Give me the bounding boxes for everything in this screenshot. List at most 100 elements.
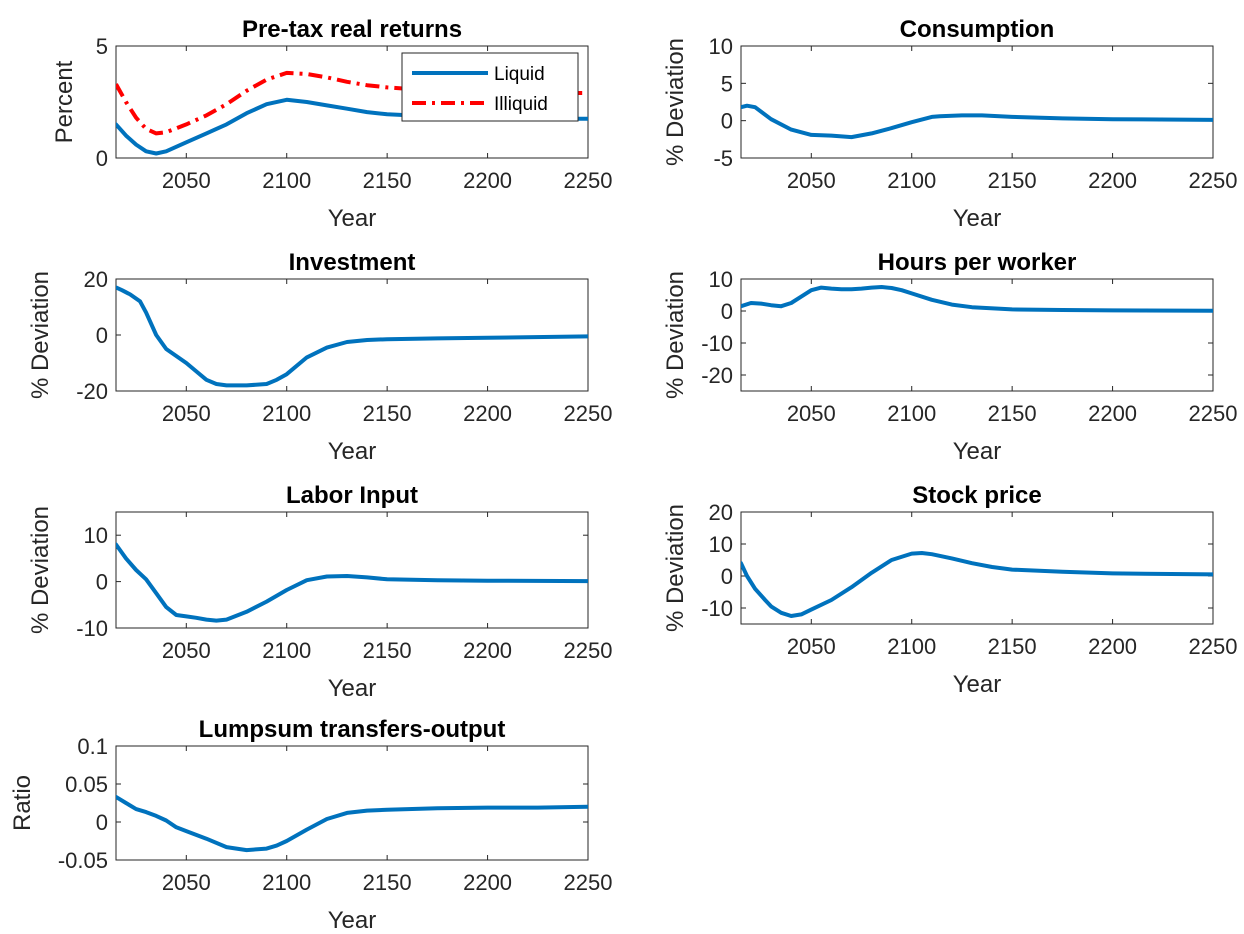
y-axis-label: % Deviation [27, 271, 54, 399]
x-tick-label: 2100 [262, 401, 311, 426]
x-tick-label: 2050 [787, 401, 836, 426]
y-tick-label: 0.05 [65, 772, 108, 797]
chart-panel-4: Hours per worker 2050 2100 2150 2200 2250 -20 -… [662, 249, 1237, 465]
x-tick-label: 2250 [564, 870, 613, 895]
y-tick-label: 0 [96, 146, 108, 171]
x-tick-label: 2150 [988, 634, 1037, 659]
y-tick-label: 20 [84, 267, 108, 292]
plot-area [115, 745, 589, 861]
y-tick-label: -20 [76, 379, 108, 404]
plot-area [740, 278, 1214, 392]
y-axis-label: % Deviation [662, 271, 689, 399]
y-axis-label: % Deviation [27, 506, 54, 634]
y-tick-label: -10 [701, 596, 733, 621]
x-tick-label: 2050 [787, 634, 836, 659]
y-tick-label: 0 [96, 810, 108, 835]
x-tick-label: 2100 [887, 401, 936, 426]
x-tick-label: 2200 [463, 168, 512, 193]
x-axis-label: Year [953, 671, 1002, 698]
y-axis-label: Ratio [9, 775, 36, 831]
x-tick-label: 2050 [162, 401, 211, 426]
x-tick-label: 2200 [1088, 168, 1137, 193]
y-tick-label: 0 [721, 109, 733, 134]
series-line-main [741, 103, 1213, 140]
chart-panel-7: Lumpsum transfers-output 2050 2100 2150 2200… [9, 716, 612, 934]
series-line-main [741, 285, 1213, 313]
plot-area [115, 511, 589, 629]
x-tick-label: 2250 [564, 168, 613, 193]
y-axis-label: % Deviation [662, 504, 689, 632]
x-axis-label: Year [328, 675, 377, 702]
x-axis-label: Year [953, 438, 1002, 465]
legend-label-illiquid: Illiquid [494, 94, 548, 115]
x-tick-label: 2050 [162, 870, 211, 895]
x-tick-label: 2050 [787, 168, 836, 193]
x-axis-label: Year [328, 438, 377, 465]
chart-title: Investment [289, 249, 416, 276]
x-tick-label: 2100 [887, 168, 936, 193]
x-axis-label: Year [953, 205, 1002, 232]
y-tick-label: 0 [96, 323, 108, 348]
x-tick-label: 2100 [262, 638, 311, 663]
chart-panel-6: Stock price 2050 2100 2150 2200 2250 -10 0 10 20 Y… [662, 482, 1237, 698]
x-tick-label: 2150 [363, 638, 412, 663]
x-tick-label: 2050 [162, 638, 211, 663]
x-axis-label: Year [328, 205, 377, 232]
x-tick-label: 2200 [463, 870, 512, 895]
y-tick-label: 20 [709, 500, 733, 525]
chart-title: Hours per worker [878, 249, 1077, 276]
y-tick-label: 5 [96, 34, 108, 59]
legend-label-liquid: Liquid [494, 64, 545, 85]
legend: Liquid Illiquid [401, 52, 579, 122]
x-tick-label: 2100 [887, 634, 936, 659]
y-tick-label: -10 [76, 616, 108, 641]
y-tick-label: -20 [701, 363, 733, 388]
x-tick-label: 2200 [463, 638, 512, 663]
legend-box [401, 52, 579, 122]
y-tick-label: 0 [721, 299, 733, 324]
y-axis-label: % Deviation [662, 38, 689, 166]
series-line-main [116, 285, 588, 388]
y-tick-label: 10 [709, 532, 733, 557]
x-tick-label: 2150 [988, 168, 1037, 193]
y-tick-label: -5 [713, 146, 733, 171]
x-tick-label: 2250 [564, 401, 613, 426]
chart-panel-1: Pre-tax real returns 2050 2100 2150 2200 2250… [51, 16, 612, 232]
y-tick-label: 0 [96, 570, 108, 595]
y-tick-label: 10 [709, 34, 733, 59]
x-tick-label: 2250 [1189, 634, 1238, 659]
x-tick-label: 2150 [363, 168, 412, 193]
chart-title: Lumpsum transfers-output [199, 716, 506, 743]
chart-panel-5: Labor Input 2050 2100 2150 2200 2250 -10 0 10 Yea… [27, 482, 612, 702]
x-tick-label: 2150 [363, 401, 412, 426]
plot-area [740, 45, 1214, 159]
series-line-main [741, 551, 1213, 618]
chart-panel-3: Investment 2050 2100 2150 2200 2250 -20 0 20 Year… [27, 249, 612, 465]
chart-title: Pre-tax real returns [242, 16, 462, 43]
y-tick-label: -10 [701, 331, 733, 356]
x-tick-label: 2100 [262, 168, 311, 193]
chart-title: Stock price [912, 482, 1041, 509]
series-line-main [116, 542, 588, 623]
y-tick-label: -0.05 [58, 848, 108, 873]
chart-title: Labor Input [286, 482, 418, 509]
y-tick-label: 0 [721, 564, 733, 589]
x-tick-label: 2250 [1189, 401, 1238, 426]
x-axis-label: Year [328, 907, 377, 934]
x-tick-label: 2100 [262, 870, 311, 895]
x-tick-label: 2250 [1189, 168, 1238, 193]
x-tick-label: 2200 [463, 401, 512, 426]
plot-area [115, 278, 589, 392]
chart-panel-2: Consumption 2050 2100 2150 2200 2250 -5 0 5 10 Yea… [662, 16, 1237, 232]
y-tick-label: 10 [709, 267, 733, 292]
chart-title: Consumption [900, 16, 1055, 43]
y-tick-label: 10 [84, 523, 108, 548]
x-tick-label: 2250 [564, 638, 613, 663]
y-axis-label: Percent [51, 60, 78, 143]
x-tick-label: 2150 [363, 870, 412, 895]
x-tick-label: 2150 [988, 401, 1037, 426]
x-tick-label: 2200 [1088, 634, 1137, 659]
x-tick-label: 2200 [1088, 401, 1137, 426]
y-tick-label: 5 [721, 71, 733, 96]
